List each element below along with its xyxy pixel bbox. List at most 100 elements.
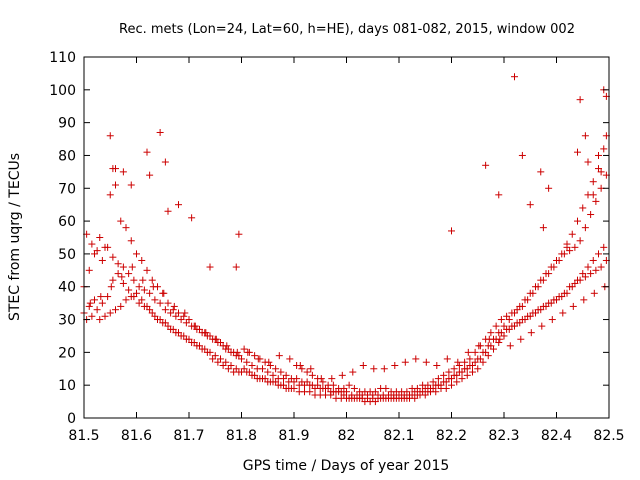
data-point — [161, 158, 169, 166]
data-point — [550, 263, 558, 271]
data-point — [224, 365, 232, 373]
data-point — [86, 299, 94, 307]
data-point — [317, 375, 325, 383]
data-point — [555, 293, 563, 301]
x-tick-label: 81.9 — [278, 428, 309, 444]
data-point — [308, 371, 316, 379]
data-point — [151, 312, 159, 320]
data-point — [146, 306, 154, 314]
data-point — [495, 191, 503, 199]
data-point — [545, 299, 553, 307]
data-point — [125, 270, 133, 278]
y-tick-label: 20 — [58, 345, 76, 361]
data-point — [422, 358, 430, 366]
data-point — [469, 368, 476, 376]
data-point — [104, 243, 112, 251]
x-tick-label: 81.6 — [121, 428, 152, 444]
data-point — [209, 355, 217, 363]
data-point — [203, 348, 211, 356]
data-point — [455, 361, 463, 369]
data-point — [188, 339, 196, 347]
data-point — [445, 368, 453, 376]
data-point — [175, 201, 182, 209]
data-point — [503, 312, 511, 320]
data-point — [119, 263, 127, 271]
data-point — [248, 361, 256, 369]
data-point — [119, 168, 127, 176]
data-point — [275, 352, 283, 360]
y-tick-label: 30 — [58, 313, 76, 329]
data-point — [265, 358, 273, 366]
data-point — [471, 358, 479, 366]
data-point — [433, 361, 441, 369]
data-point — [182, 335, 190, 343]
y-tick-label: 50 — [58, 247, 76, 263]
data-point — [589, 191, 597, 199]
y-tick-label: 10 — [58, 378, 76, 394]
y-tick-label: 90 — [58, 116, 76, 132]
data-point — [298, 365, 306, 373]
data-point — [581, 224, 589, 232]
data-point — [306, 388, 314, 396]
data-point — [114, 260, 122, 268]
data-point — [277, 368, 285, 376]
data-point — [156, 299, 164, 307]
data-point — [235, 230, 243, 238]
data-point — [571, 243, 579, 251]
data-point — [125, 286, 133, 294]
data-point — [106, 191, 114, 199]
data-point — [146, 289, 154, 297]
data-point — [128, 263, 136, 271]
data-point — [340, 391, 348, 399]
data-point — [296, 361, 304, 369]
data-point — [167, 309, 175, 317]
data-point — [324, 384, 332, 392]
plot-frame — [83, 56, 610, 419]
data-point — [182, 319, 190, 327]
data-point — [148, 276, 156, 284]
data-point — [429, 384, 437, 392]
data-point — [193, 342, 201, 350]
data-point — [240, 365, 248, 373]
data-point — [235, 368, 243, 376]
data-point — [434, 381, 442, 389]
data-point — [88, 240, 96, 248]
data-point — [513, 319, 521, 327]
data-point — [140, 286, 148, 294]
data-point — [269, 371, 277, 379]
data-point — [101, 312, 109, 320]
y-tick-label: 110 — [49, 50, 76, 66]
data-point — [538, 322, 546, 330]
data-point — [589, 178, 597, 186]
data-point — [539, 302, 547, 310]
data-point — [534, 283, 542, 291]
y-tick-label: 70 — [58, 181, 76, 197]
data-point — [527, 329, 535, 337]
data-point — [466, 355, 474, 363]
x-axis-label: GPS time / Days of year 2015 — [243, 458, 450, 474]
data-point — [188, 214, 196, 222]
data-point — [98, 299, 106, 307]
data-point — [571, 279, 579, 287]
data-point — [518, 316, 526, 324]
data-point — [307, 365, 315, 373]
data-point — [143, 266, 151, 274]
data-point — [251, 352, 259, 360]
data-point — [526, 201, 534, 209]
data-point — [497, 316, 505, 324]
data-point — [286, 355, 294, 363]
data-point — [264, 368, 272, 376]
data-point — [149, 283, 157, 291]
y-tick-label: 60 — [58, 214, 76, 230]
data-point — [506, 342, 514, 350]
data-point — [597, 263, 605, 271]
y-axis-label: STEC from uqrg / TECUs — [7, 153, 23, 321]
data-point — [109, 276, 117, 284]
data-point — [424, 381, 432, 389]
data-point — [97, 293, 105, 301]
data-point — [461, 358, 469, 366]
data-point — [146, 171, 154, 179]
data-point — [287, 384, 295, 392]
data-point — [492, 322, 500, 330]
data-point — [143, 148, 151, 156]
